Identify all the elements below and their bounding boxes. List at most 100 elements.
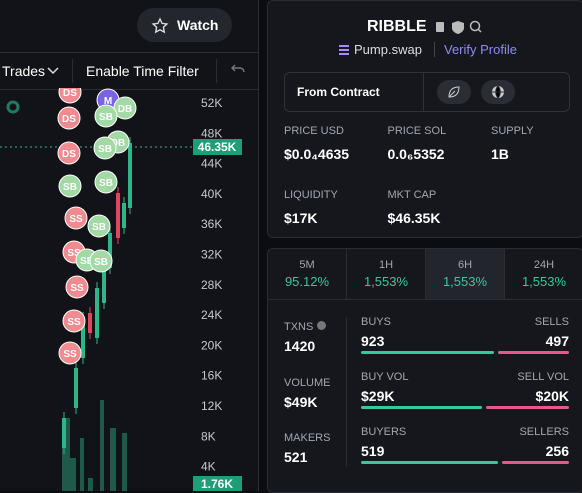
stat-value: 0.0₆5352 xyxy=(387,146,445,162)
trade-marker xyxy=(65,275,89,299)
marker-label: SS xyxy=(67,317,81,328)
price-axis-label: 12K xyxy=(201,399,222,413)
candle-body xyxy=(62,418,66,448)
volume-bar xyxy=(110,428,116,491)
price-axis-label: 28K xyxy=(201,278,222,292)
price-tag-label: 46.35K xyxy=(198,140,237,154)
stat-value: $0.0₄4635 xyxy=(284,146,350,162)
contract-box: From Contract xyxy=(284,72,570,112)
marker-label: SB xyxy=(92,222,106,233)
metric-value: 1420 xyxy=(284,338,316,354)
row-value: 256 xyxy=(545,443,569,459)
price-axis-label: 16K xyxy=(201,369,222,383)
buy-bar xyxy=(361,461,498,464)
divider xyxy=(346,317,347,467)
divider xyxy=(72,59,73,83)
price-axis-label: 36K xyxy=(201,217,222,231)
trade-marker xyxy=(94,170,118,194)
row-value: 519 xyxy=(361,443,385,459)
trade-marker xyxy=(89,249,113,273)
candle-body xyxy=(81,318,85,358)
volume-bar xyxy=(70,458,76,491)
marker-label: DS xyxy=(62,114,76,125)
token-card: RIBBLE Pump.swap Verify Profile From Con… xyxy=(267,0,582,238)
dex-logo xyxy=(339,45,349,55)
divider xyxy=(216,59,217,83)
buy-bar xyxy=(361,406,482,409)
marker-label: DS xyxy=(63,88,77,99)
trade-marker xyxy=(57,141,81,165)
marker-label: SB xyxy=(99,178,113,189)
period-tab[interactable]: 5M 95.12% xyxy=(268,249,347,300)
marker-label: DS xyxy=(62,149,76,160)
sell-bar xyxy=(497,351,569,354)
price-axis-label: 24K xyxy=(201,308,222,322)
row-label: SELL VOL xyxy=(517,371,569,383)
volume-bar xyxy=(100,400,104,491)
volume-bar xyxy=(122,433,127,491)
period-label: 24H xyxy=(533,259,555,271)
period-tab[interactable]: 6H 1,553% xyxy=(426,249,505,300)
chart-panel: Watch Trades Enable Time Filter DS DS DS M D… xyxy=(0,0,259,491)
price-axis-label: 52K xyxy=(201,96,222,110)
stat-value: $17K xyxy=(284,210,318,226)
price-tag xyxy=(193,139,242,155)
marker-label: SB xyxy=(63,182,77,193)
chevron xyxy=(47,67,59,75)
candle-body xyxy=(95,288,99,338)
row-value: 923 xyxy=(361,333,385,349)
dex-name: Pump.swap xyxy=(354,42,422,57)
metric-value: 521 xyxy=(284,449,308,465)
period-change: 1,553% xyxy=(521,274,567,289)
watch-button[interactable]: Watch xyxy=(137,8,232,42)
trade-marker xyxy=(58,341,82,365)
buy-bar xyxy=(361,351,494,354)
marker-label: SS xyxy=(70,283,84,294)
marker-label: SB xyxy=(80,256,94,267)
row-value: $29K xyxy=(361,388,395,404)
period-label: 6H xyxy=(457,259,473,271)
marker-label: SB xyxy=(99,112,113,123)
candle-body xyxy=(102,258,106,303)
indicator xyxy=(6,100,20,114)
trades-dropdown[interactable]: Trades xyxy=(2,63,46,79)
trade-marker xyxy=(57,106,81,130)
info-icon xyxy=(317,321,326,330)
row-label: SELLERS xyxy=(519,426,569,438)
price-tag xyxy=(193,476,242,491)
token-icons[interactable] xyxy=(435,19,485,35)
candle-body xyxy=(128,143,132,208)
trade-marker xyxy=(93,136,117,160)
star-icon xyxy=(151,17,169,34)
metric-value: $49K xyxy=(284,394,318,410)
verify-link[interactable]: Verify Profile xyxy=(444,42,517,57)
globe-button[interactable] xyxy=(481,80,515,104)
leaf-button[interactable] xyxy=(437,80,471,104)
candle-body xyxy=(74,368,78,408)
time-filter[interactable]: Enable Time Filter xyxy=(86,63,199,79)
marker-label: M xyxy=(104,96,112,107)
trade-marker xyxy=(94,104,118,128)
row-label: BUYS xyxy=(361,316,391,328)
period-change: 1,553% xyxy=(363,274,409,289)
period-change: 1,553% xyxy=(442,274,488,289)
trade-marker xyxy=(58,88,82,104)
price-axis-label: 40K xyxy=(201,187,222,201)
undo-icon[interactable] xyxy=(230,63,246,77)
stat-label: PRICE USD xyxy=(284,125,344,137)
row-label: BUYERS xyxy=(361,426,407,438)
candle-body xyxy=(108,233,112,268)
period-tab[interactable]: 1H 1,553% xyxy=(347,249,426,300)
divider xyxy=(423,73,424,111)
stat-label: MKT CAP xyxy=(387,189,437,201)
marker-label: SS xyxy=(69,214,83,225)
trade-marker xyxy=(64,206,88,230)
row-label: BUY VOL xyxy=(361,371,409,383)
marker-label: SB xyxy=(94,257,108,268)
marker-label: SS xyxy=(67,248,81,259)
period-tab[interactable]: 24H 1,553% xyxy=(505,249,582,300)
row-value: $20K xyxy=(535,388,569,404)
marker-label: DB xyxy=(111,138,125,149)
marker-label: SB xyxy=(98,144,112,155)
